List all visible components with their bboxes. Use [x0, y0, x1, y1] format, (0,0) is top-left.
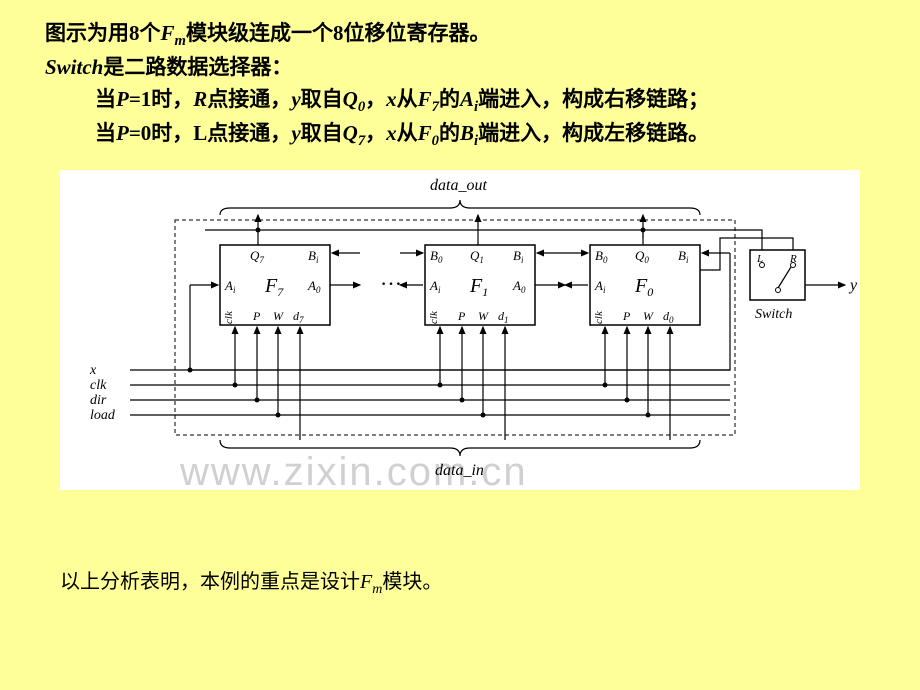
svg-text:W: W [643, 309, 654, 323]
svg-text:P: P [622, 309, 631, 323]
heading: 图示为用8个Fm模块级连成一个8位移位寄存器。 Switch是二路数据选择器： … [45, 18, 709, 152]
svg-text:R: R [789, 253, 797, 265]
svg-text:P: P [252, 309, 261, 323]
svg-text:L: L [756, 253, 763, 265]
svg-text:y: y [848, 277, 858, 294]
svg-text:clk: clk [90, 378, 107, 393]
svg-text:Switch: Switch [755, 307, 792, 322]
svg-text:x: x [89, 363, 97, 378]
circuit-svg: data_out F7 Q7 Bi Ai A0 clk P W d7 … F1 … [60, 170, 860, 490]
svg-text:clk: clk [223, 310, 235, 324]
diagram-area: www.zixin.com.cn data_out F7 Q7 Bi Ai A0… [60, 170, 860, 490]
svg-text:W: W [478, 309, 489, 323]
heading-line4: 当P=0时，L点接通，y取自Q7，x从F0的Bi端进入，构成左移链路。 [45, 118, 709, 152]
ellipsis: … [380, 265, 402, 290]
svg-text:clk: clk [593, 310, 605, 324]
label-data-in: data_in [435, 462, 484, 479]
svg-text:dir: dir [90, 393, 107, 408]
svg-text:P: P [457, 309, 466, 323]
heading-line1: 图示为用8个Fm模块级连成一个8位移位寄存器。 [45, 18, 709, 52]
heading-line2: Switch是二路数据选择器： [45, 52, 709, 84]
heading-line3: 当P=1时，R点接通，y取自Q0，x从F7的Ai端进入，构成右移链路； [45, 84, 709, 118]
svg-text:W: W [273, 309, 284, 323]
svg-text:clk: clk [428, 310, 440, 324]
label-data-out: data_out [430, 177, 487, 194]
svg-text:load: load [90, 408, 116, 423]
conclusion: 以上分析表明，本例的重点是设计Fm模块。 [60, 565, 442, 598]
